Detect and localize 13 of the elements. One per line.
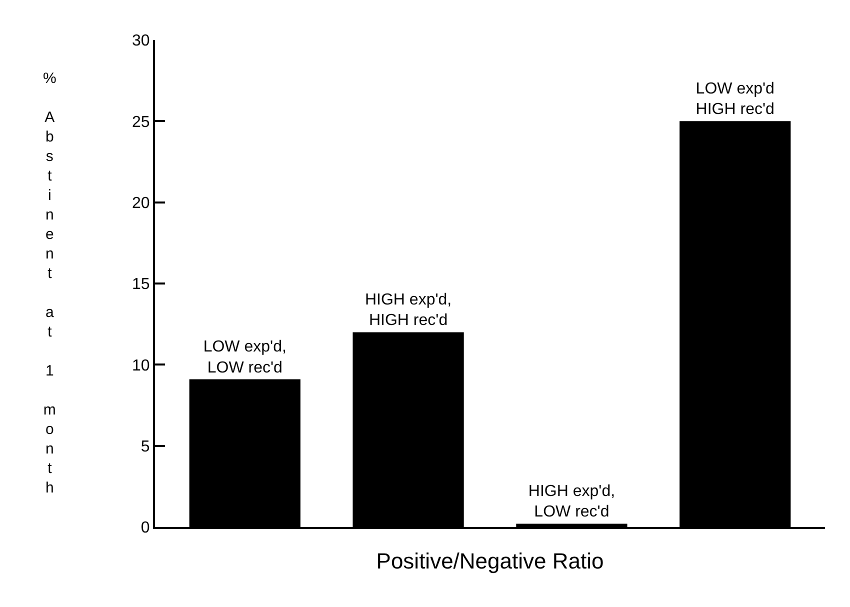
text: % Abstinent at 1 month	[43, 70, 56, 496]
y-tick-label: 15	[132, 276, 150, 294]
x-tick-label: LOW exp'd, LOW rec'd	[203, 338, 286, 376]
y-tick-label: 0	[140, 520, 150, 537]
x-tick-label: LOW exp'd HIGH rec'd	[696, 80, 774, 118]
x-tick-label: HIGH exp'd, LOW rec'd	[528, 482, 616, 521]
x-tick-label: HIGH exp'd, HIGH rec'd	[364, 291, 452, 330]
y-tick-label: 10	[132, 357, 150, 374]
y-tick-label: 30	[132, 32, 150, 50]
y-tick-label: 25	[132, 114, 150, 131]
x-axis-title: Positive/Negative Ratio	[376, 548, 604, 574]
y-tick-label: 5	[140, 438, 150, 456]
y-tick-label: 20	[132, 194, 150, 212]
